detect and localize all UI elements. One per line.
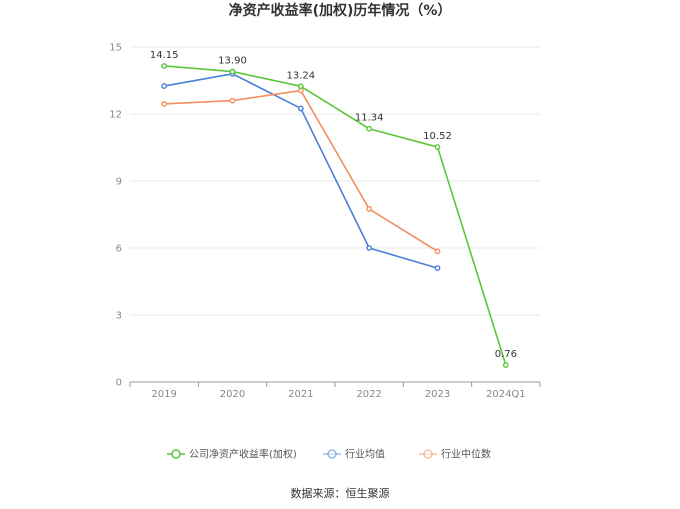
data-point: [502, 362, 509, 368]
x-tick-label: 2021: [288, 389, 313, 400]
data-point: [297, 83, 304, 90]
data-point: [161, 101, 168, 107]
legend-item: 行业均值: [323, 448, 385, 461]
series-line: [164, 73, 438, 269]
data-label: 11.34: [355, 113, 384, 124]
series-layer: [161, 63, 509, 368]
y-tick-label: 9: [116, 177, 122, 188]
chart-title: 净资产收益率(加权)历年情况（%）: [229, 2, 452, 19]
data-point: [366, 125, 373, 132]
legend-label: 行业中位数: [441, 448, 491, 461]
data-point: [161, 63, 168, 69]
legend-label: 行业均值: [345, 448, 385, 461]
data-point: [434, 248, 441, 255]
y-tick-label: 12: [109, 110, 122, 121]
data-point: [434, 265, 441, 271]
data-point: [434, 144, 441, 150]
legend-marker: [171, 449, 181, 459]
x-tick-label: 2020: [220, 389, 245, 400]
data-label: 10.52: [423, 131, 452, 142]
data-point: [229, 97, 236, 104]
legend: 公司净资产收益率(加权) 行业均值 行业中位数: [167, 448, 491, 461]
x-tick-label: 2022: [356, 389, 381, 400]
data-point: [229, 68, 236, 75]
series-line: [164, 89, 438, 253]
data-point: [297, 105, 304, 112]
legend-marker: [423, 449, 433, 459]
label-layer: 14.15 13.90 13.24 11.34 10.52 0.76: [150, 50, 517, 360]
data-label: 13.24: [287, 70, 316, 81]
source-note: 数据来源：恒生聚源: [291, 486, 390, 500]
legend-item: 公司净资产收益率(加权): [167, 448, 297, 461]
series-line: [164, 65, 507, 366]
data-label: 0.76: [495, 349, 517, 360]
data-point: [161, 83, 168, 89]
grid-layer: [130, 46, 540, 316]
y-tick-label: 0: [116, 378, 122, 389]
y-tick-label: 3: [116, 311, 122, 322]
data-label: 14.15: [150, 50, 179, 61]
x-tick-label: 2019: [151, 389, 176, 400]
legend-label: 公司净资产收益率(加权): [189, 448, 297, 461]
legend-marker: [327, 449, 337, 459]
data-point: [366, 245, 373, 251]
legend-item: 行业中位数: [419, 448, 491, 461]
axis-layer: 0 3 6 9 12 15 2019 2020 2021 2022 2023 2024Q1: [109, 43, 541, 400]
data-point: [366, 206, 373, 212]
y-tick-label: 6: [116, 244, 122, 255]
x-tick-label: 2024Q1: [486, 389, 526, 400]
x-tick-label: 2023: [425, 389, 450, 400]
data-label: 13.90: [218, 56, 247, 67]
y-tick-label: 15: [109, 43, 122, 54]
